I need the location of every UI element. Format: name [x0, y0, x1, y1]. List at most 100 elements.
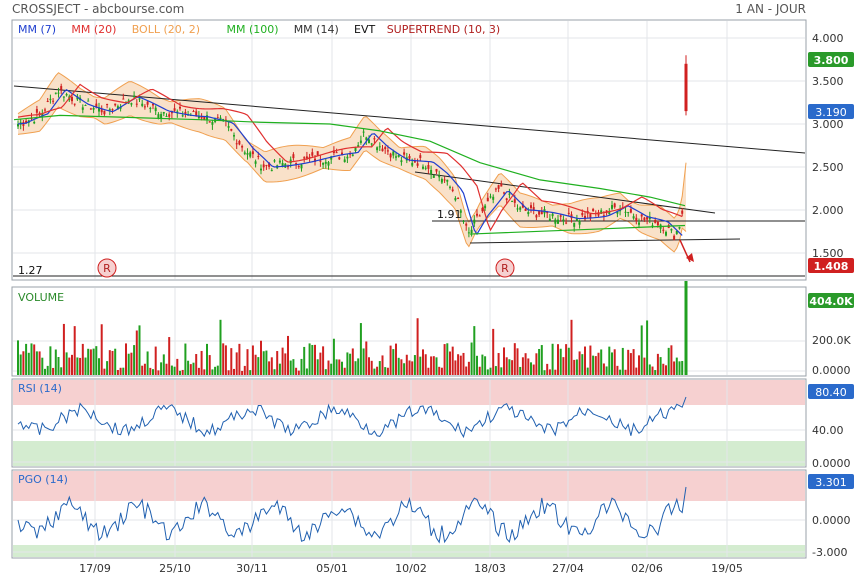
- volume-bar: [30, 343, 33, 375]
- volume-bar: [203, 369, 206, 375]
- volume-bar: [162, 354, 165, 375]
- volume-bar: [281, 347, 284, 375]
- r-marker-2[interactable]: R: [495, 258, 515, 278]
- volume-bar: [184, 343, 187, 375]
- candle-body: [397, 155, 400, 157]
- pgo-high-zone: [13, 471, 805, 501]
- candle-body: [330, 156, 333, 160]
- volume-bar: [675, 357, 678, 375]
- chart-title: CROSSJECT - abcbourse.com: [12, 2, 184, 16]
- bollinger-fill: [18, 72, 686, 252]
- candle-body: [154, 107, 157, 112]
- legend-item: BOLL (20, 2): [132, 23, 200, 36]
- volume-bar: [133, 345, 136, 375]
- candle-body: [519, 207, 522, 210]
- volume-bar: [354, 361, 357, 375]
- candle-body: [492, 196, 495, 200]
- volume-bar: [427, 367, 430, 375]
- volume-bar: [305, 368, 308, 375]
- volume-bar: [573, 359, 576, 375]
- candle-body: [408, 156, 411, 159]
- candle-body: [203, 116, 206, 120]
- volume-bar: [665, 365, 667, 375]
- volume-bar: [438, 366, 441, 375]
- volume-bar: [662, 363, 665, 375]
- volume-badge: 404.0K: [808, 293, 854, 308]
- candle-body: [135, 103, 138, 105]
- volume-bar: [52, 367, 55, 375]
- volume-bar: [584, 346, 586, 375]
- candle-body: [540, 210, 543, 215]
- candle-body: [295, 163, 298, 165]
- volume-bar: [446, 343, 449, 375]
- candle-body: [297, 166, 300, 168]
- candle-body: [71, 97, 73, 102]
- volume-bar: [160, 362, 163, 375]
- volume-bar: [114, 348, 117, 375]
- x-axis-label: 25/10: [159, 562, 191, 575]
- volume-bar: [511, 360, 514, 375]
- candle-body: [370, 143, 373, 145]
- candle-body: [413, 160, 416, 163]
- svg-text:R: R: [103, 262, 111, 275]
- candle-body: [573, 222, 576, 227]
- candle-body: [562, 219, 565, 221]
- candle-body: [208, 121, 211, 123]
- last-price-badge: 3.800: [808, 52, 854, 67]
- candle-body: [300, 164, 303, 169]
- volume-bar: [513, 343, 516, 375]
- volume-bar: [125, 343, 127, 375]
- volume-bar: [297, 370, 300, 375]
- volume-bar: [543, 370, 546, 375]
- volume-bar: [411, 361, 414, 375]
- candle-body: [419, 155, 422, 158]
- volume-bar: [449, 351, 451, 375]
- volume-bar: [462, 352, 465, 375]
- volume-bar: [376, 366, 379, 375]
- candle-body: [403, 152, 406, 155]
- support-level-label: 1.27: [18, 264, 43, 277]
- candle-body: [92, 108, 95, 110]
- volume-bar: [524, 353, 527, 375]
- candle-body: [103, 110, 106, 115]
- candle-body: [106, 104, 109, 106]
- volume-bar: [489, 367, 492, 375]
- rsi-series: [17, 396, 687, 439]
- candle-body: [211, 122, 214, 125]
- volume-bar: [519, 366, 522, 375]
- candle-body: [197, 115, 200, 119]
- volume-bar: [135, 330, 138, 375]
- candle-body: [584, 215, 586, 220]
- volume-bar: [316, 359, 319, 375]
- volume-bar: [60, 367, 63, 375]
- candle-body: [538, 210, 541, 215]
- candle-body: [44, 109, 46, 111]
- pgo-title: PGO (14): [18, 473, 68, 486]
- candle-body: [530, 205, 532, 208]
- volume-bar: [324, 369, 327, 375]
- svg-text:1.408: 1.408: [814, 260, 849, 273]
- candle-body: [278, 160, 281, 163]
- volume-bar: [27, 352, 30, 375]
- volume-bar: [314, 344, 316, 375]
- volume-bar: [33, 344, 36, 375]
- volume-bar: [108, 350, 111, 375]
- candle-body: [446, 179, 449, 182]
- volume-bar: [335, 359, 338, 375]
- candle-body: [646, 217, 649, 220]
- candle-body: [422, 166, 424, 169]
- volume-bar: [260, 340, 262, 375]
- pgo-series: [17, 486, 687, 544]
- candle-body: [489, 196, 492, 198]
- candle-body: [602, 215, 605, 217]
- r-marker-1[interactable]: R: [97, 258, 117, 278]
- candle-body: [524, 208, 527, 211]
- candle-body: [454, 198, 457, 201]
- volume-bar: [605, 366, 608, 375]
- volume-bar: [378, 361, 381, 375]
- candle-body: [81, 107, 84, 110]
- candle-body: [246, 153, 249, 155]
- volume-bar: [557, 344, 559, 375]
- candle-body: [341, 152, 343, 156]
